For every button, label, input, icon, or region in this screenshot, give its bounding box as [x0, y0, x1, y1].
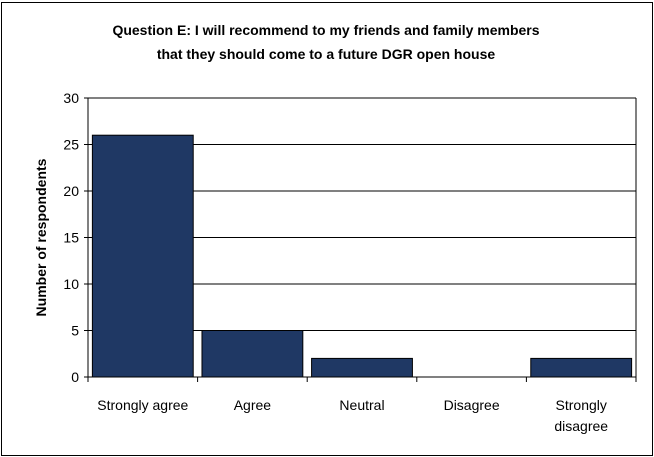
bar: [201, 330, 304, 378]
y-axis-label: Number of respondents: [33, 158, 49, 316]
x-category-label: Disagree: [444, 397, 500, 413]
bar: [311, 357, 413, 378]
x-category-label: Neutral: [339, 397, 384, 413]
y-tick-label: 20: [63, 183, 79, 199]
y-tick-label: 25: [63, 137, 79, 153]
x-category-label: Agree: [234, 397, 272, 413]
chart-title-line-1: Question E: I will recommend to my frien…: [112, 22, 540, 38]
y-tick-label: 30: [63, 90, 79, 106]
y-tick-label: 0: [71, 369, 79, 385]
x-category-label: Strongly agree: [97, 397, 188, 413]
y-tick-label: 5: [71, 323, 79, 339]
y-tick-label: 10: [63, 276, 79, 292]
bar: [530, 357, 633, 378]
y-tick-label: 15: [63, 230, 79, 246]
bar: [91, 134, 194, 378]
chart-title-line-2: that they should come to a future DGR op…: [156, 46, 496, 62]
x-category-label: Strongly disagree: [554, 397, 608, 434]
